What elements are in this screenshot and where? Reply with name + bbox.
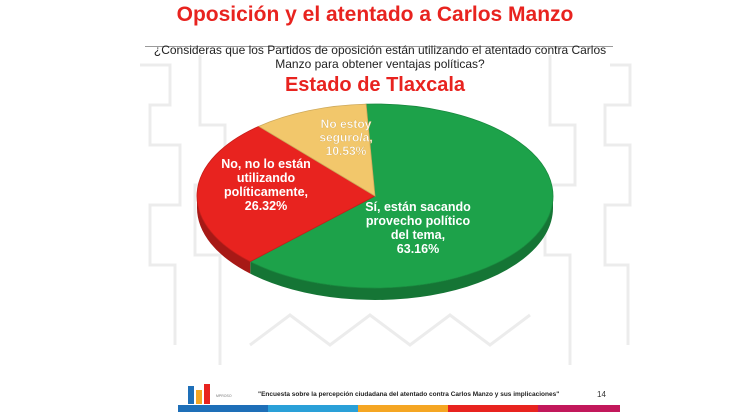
pie-slice-label: No estoy seguro/a, 10.53% (319, 117, 372, 158)
pie-slices-layer (196, 103, 554, 289)
footer-bar-segment (268, 405, 358, 412)
pie-slice-label: No, no lo están utilizando políticamente, 2… (221, 157, 311, 213)
footer-bar-segment (538, 405, 620, 412)
pie-slice-label: Sí, están sacando provecho político del te… (365, 200, 471, 256)
footer-source: "Encuesta sobre la percepción ciudadana … (258, 391, 560, 398)
pie-slice (249, 103, 554, 289)
footer-bar-segment (358, 405, 448, 412)
background-pattern (140, 55, 632, 365)
page-title: Oposición y el atentado a Carlos Manzo (176, 3, 574, 26)
pie-labels-layer: Sí, están sacando provecho político del te… (221, 117, 471, 256)
page-subtitle: Estado de Tlaxcala (284, 74, 466, 96)
footer-bar-segment (178, 405, 268, 412)
title-divider (145, 46, 613, 47)
pie-slice (257, 103, 376, 197)
page-number: 14 (597, 390, 606, 399)
company-logo (188, 384, 210, 404)
pie-slice-side (250, 196, 554, 301)
logo-text: MPROSO (216, 394, 232, 398)
footer-bar-segment (448, 405, 538, 412)
survey-question: ¿Consideras que los Partidos de oposició… (153, 43, 607, 71)
pie-slice (196, 125, 376, 263)
